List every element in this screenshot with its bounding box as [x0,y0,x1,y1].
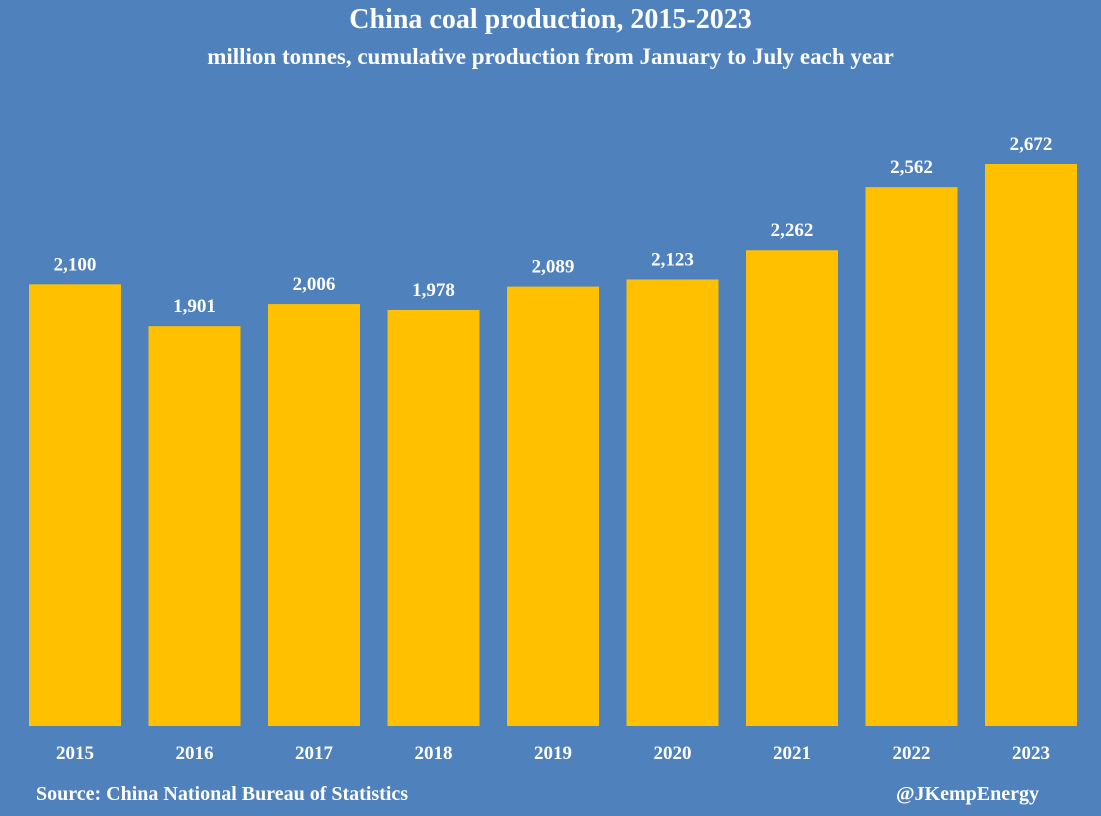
chart-title: China coal production, 2015-2023 [349,4,752,35]
value-label-2015: 2,100 [54,254,97,275]
bar-2020 [626,279,719,726]
bar-2023 [985,164,1077,726]
value-label-2022: 2,562 [890,157,933,178]
value-label-2017: 2,006 [293,274,336,295]
category-label-2018: 2018 [415,743,453,764]
bar-chart: 2,100 2015 1,901 2016 2,006 2017 1,978 2018 2,08… [29,134,1077,764]
bar-2015 [29,284,121,726]
value-label-2018: 1,978 [412,280,455,301]
bar-2017 [268,304,360,726]
category-label-2019: 2019 [534,743,572,764]
value-label-2023: 2,672 [1010,134,1053,155]
category-label-2015: 2015 [56,743,94,764]
value-label-2021: 2,262 [771,220,814,241]
bar-2019 [507,286,599,726]
category-label-2020: 2020 [654,743,692,764]
bar-2016 [148,326,241,726]
value-label-2019: 2,089 [532,257,575,278]
bar-2022 [865,187,958,726]
bar-2021 [746,250,838,726]
source-note: Source: China National Bureau of Statist… [36,783,409,805]
author-handle: @JKempEnergy [895,783,1039,805]
category-label-2022: 2022 [893,743,931,764]
category-label-2017: 2017 [295,743,334,764]
category-label-2021: 2021 [773,743,811,764]
chart-subtitle: million tonnes, cumulative production fr… [207,44,894,69]
category-label-2023: 2023 [1012,743,1050,764]
value-label-2020: 2,123 [651,249,694,270]
bar-2018 [387,309,480,726]
value-label-2016: 1,901 [173,296,216,317]
category-label-2016: 2016 [176,743,214,764]
